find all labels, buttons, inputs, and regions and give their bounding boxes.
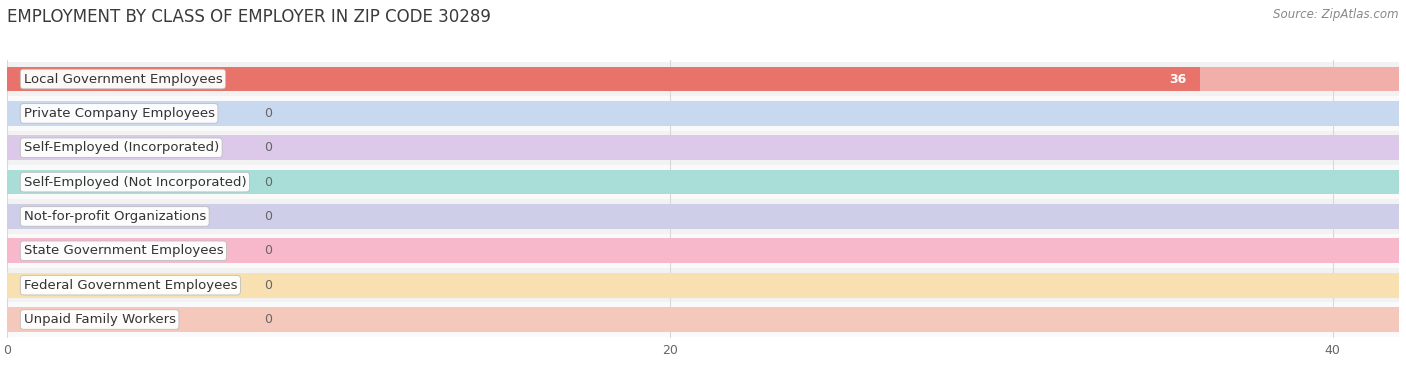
Text: Self-Employed (Not Incorporated): Self-Employed (Not Incorporated) — [24, 176, 246, 189]
Text: 0: 0 — [264, 141, 273, 154]
Bar — [7, 130, 1399, 165]
Text: 0: 0 — [264, 176, 273, 189]
Bar — [7, 307, 1399, 332]
Text: 0: 0 — [264, 210, 273, 223]
Bar — [7, 268, 1399, 302]
Bar — [7, 67, 1399, 91]
Bar — [7, 165, 1399, 199]
Text: 0: 0 — [264, 107, 273, 120]
Bar — [7, 135, 1399, 160]
Text: EMPLOYMENT BY CLASS OF EMPLOYER IN ZIP CODE 30289: EMPLOYMENT BY CLASS OF EMPLOYER IN ZIP C… — [7, 8, 491, 26]
Bar — [7, 62, 1399, 96]
Text: Not-for-profit Organizations: Not-for-profit Organizations — [24, 210, 205, 223]
Text: Local Government Employees: Local Government Employees — [24, 73, 222, 86]
Bar — [7, 273, 1399, 297]
Text: Unpaid Family Workers: Unpaid Family Workers — [24, 313, 176, 326]
Bar — [7, 101, 1399, 126]
Text: 36: 36 — [1170, 73, 1187, 86]
Bar — [7, 233, 1399, 268]
Bar — [7, 238, 1399, 263]
Text: Source: ZipAtlas.com: Source: ZipAtlas.com — [1274, 8, 1399, 21]
Bar — [7, 67, 1201, 91]
Text: Private Company Employees: Private Company Employees — [24, 107, 215, 120]
Text: 0: 0 — [264, 279, 273, 292]
Text: 0: 0 — [264, 244, 273, 257]
Text: Self-Employed (Incorporated): Self-Employed (Incorporated) — [24, 141, 219, 154]
Bar — [7, 302, 1399, 337]
Text: State Government Employees: State Government Employees — [24, 244, 224, 257]
Bar — [7, 199, 1399, 233]
Text: 0: 0 — [264, 313, 273, 326]
Bar — [7, 170, 1399, 194]
Text: Federal Government Employees: Federal Government Employees — [24, 279, 238, 292]
Bar — [7, 96, 1399, 130]
Bar — [7, 204, 1399, 229]
